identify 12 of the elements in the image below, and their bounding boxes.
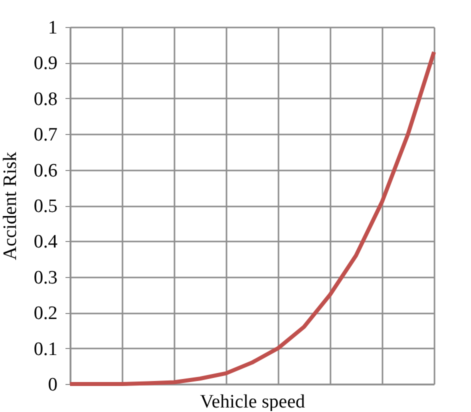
y-axis-title: Accident Risk <box>0 151 21 260</box>
y-tick-label: 0.9 <box>34 53 58 74</box>
y-tick-label: 1 <box>48 18 58 38</box>
y-tick-label: 0.5 <box>34 196 58 217</box>
y-tick-label: 0 <box>48 374 58 396</box>
y-tick-label: 0.1 <box>34 338 58 360</box>
y-tick-label: 0.7 <box>34 124 58 146</box>
y-tick-label: 0.4 <box>34 232 58 253</box>
y-tick-label: 0.6 <box>34 160 58 182</box>
y-tick-label: 0.8 <box>34 88 58 110</box>
y-tick-label: 0.3 <box>34 267 58 288</box>
y-tick-label: 0.2 <box>34 303 58 324</box>
